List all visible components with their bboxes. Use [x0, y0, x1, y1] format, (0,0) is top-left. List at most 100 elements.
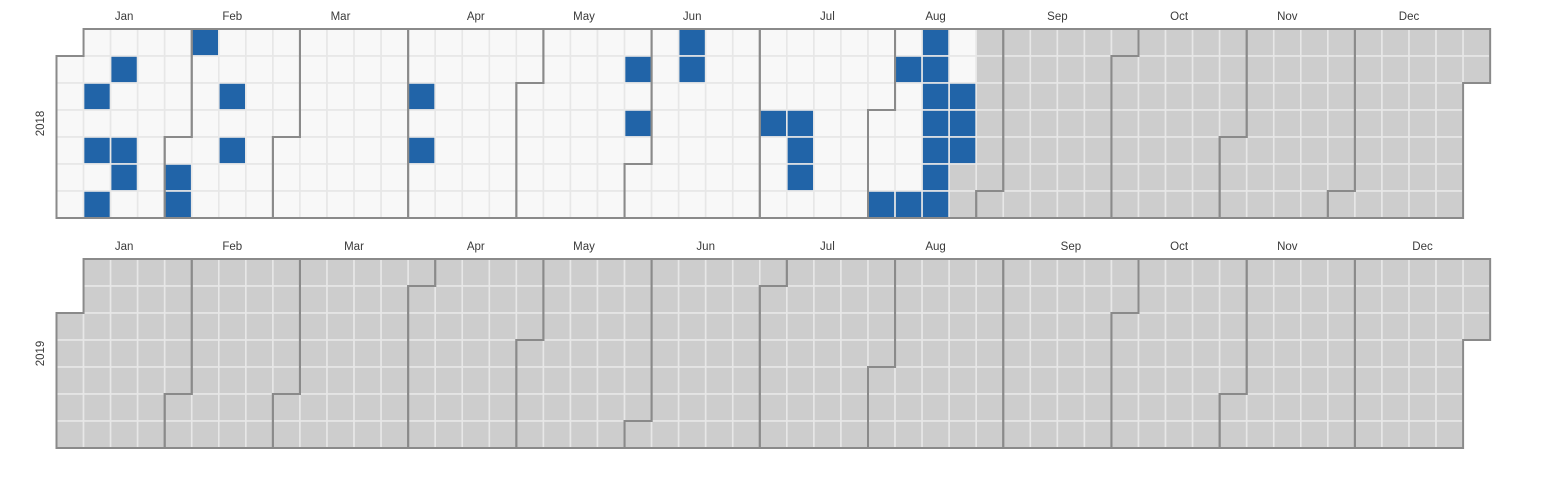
day-cell: [82, 163, 112, 192]
day-cell: [407, 82, 436, 111]
day-cell: [1245, 109, 1275, 138]
day-cell: [569, 285, 599, 314]
day-cell: [109, 55, 139, 84]
day-cell: [515, 285, 545, 314]
day-cell: [596, 190, 626, 219]
day-cell: [542, 285, 572, 314]
day-cell: [163, 55, 193, 84]
day-cell: [1110, 393, 1140, 422]
day-cell: [1191, 190, 1221, 219]
day-cell: [650, 420, 680, 449]
day-cell: [840, 285, 869, 314]
day-cell: [1029, 82, 1059, 111]
day-cell: [1462, 55, 1491, 84]
day-cell: [434, 28, 464, 57]
day-cell: [731, 109, 761, 138]
day-cell: [461, 163, 491, 192]
month-outlines-2018: [55, 28, 1492, 219]
day-cell: [1218, 190, 1248, 219]
day-cell: [975, 190, 1005, 219]
day-cell: [461, 258, 491, 287]
day-cell: [1272, 393, 1302, 422]
day-cell: [1191, 420, 1221, 449]
day-cell: [1408, 285, 1437, 314]
day-cell: [731, 28, 761, 57]
day-cell: [1435, 109, 1464, 138]
day-cell: [813, 420, 842, 449]
day-cell: [82, 82, 112, 111]
day-cell: [218, 163, 247, 192]
day-cell: [1327, 136, 1356, 165]
day-cell: [1029, 420, 1059, 449]
day-cell: [704, 190, 734, 219]
day-cell: [650, 136, 680, 165]
day-cell: [1435, 393, 1464, 422]
day-cell: [1435, 339, 1464, 368]
day-cell: [218, 285, 247, 314]
day-cell: [921, 28, 950, 57]
day-cell: [82, 285, 112, 314]
day-cell: [245, 339, 274, 368]
day-cell: [434, 420, 464, 449]
day-cell: [1083, 136, 1113, 165]
day-cell: [1381, 163, 1410, 192]
day-cell: [515, 420, 545, 449]
day-cell: [326, 136, 355, 165]
day-cell: [515, 82, 545, 111]
month-label-apr-2018: Apr: [467, 11, 485, 23]
day-cell: [1354, 136, 1383, 165]
day-cell: [1354, 312, 1383, 341]
day-cell: [407, 163, 436, 192]
day-cell: [596, 55, 626, 84]
day-cell: [407, 190, 436, 219]
day-cell: [1191, 82, 1221, 111]
day-cell: [786, 393, 815, 422]
day-cell: [272, 109, 301, 138]
day-cell: [515, 258, 545, 287]
day-cell: [1381, 420, 1410, 449]
day-cell: [407, 258, 436, 287]
month-label-jan-2018: Jan: [115, 11, 134, 23]
day-cell: [786, 82, 815, 111]
day-cell: [434, 136, 464, 165]
day-cell: [515, 136, 545, 165]
day-cell: [1002, 420, 1032, 449]
day-cell: [272, 55, 301, 84]
day-cell: [677, 366, 707, 395]
day-cell: [1435, 258, 1464, 287]
day-cell: [515, 55, 545, 84]
day-cell: [786, 339, 815, 368]
day-cell: [326, 393, 355, 422]
day-cell: [1029, 190, 1059, 219]
day-cell: [380, 312, 409, 341]
day-cell: [542, 109, 572, 138]
day-cell: [190, 339, 220, 368]
day-cell: [380, 82, 409, 111]
day-cell: [1110, 190, 1140, 219]
day-cell: [1056, 393, 1086, 422]
day-cell: [1002, 28, 1032, 57]
day-cell: [1354, 285, 1383, 314]
day-cell: [109, 190, 139, 219]
day-cell: [407, 136, 436, 165]
day-cell: [948, 420, 978, 449]
day-cell: [380, 393, 409, 422]
day-cell: [1218, 136, 1248, 165]
day-cell: [731, 420, 761, 449]
day-cell: [353, 109, 382, 138]
day-cell: [1245, 366, 1275, 395]
day-cell: [786, 258, 815, 287]
day-cell: [894, 82, 923, 111]
day-cell: [1002, 312, 1032, 341]
day-cell: [731, 393, 761, 422]
day-cell: [542, 312, 572, 341]
day-cell: [380, 258, 409, 287]
day-cell: [190, 420, 220, 449]
month-label-jan-2019: Jan: [115, 241, 134, 253]
day-cell: [1029, 163, 1059, 192]
day-cell: [434, 339, 464, 368]
day-cell: [1083, 82, 1113, 111]
day-cell: [190, 393, 220, 422]
month-outlines-2019: [55, 258, 1492, 449]
day-cell: [488, 312, 518, 341]
